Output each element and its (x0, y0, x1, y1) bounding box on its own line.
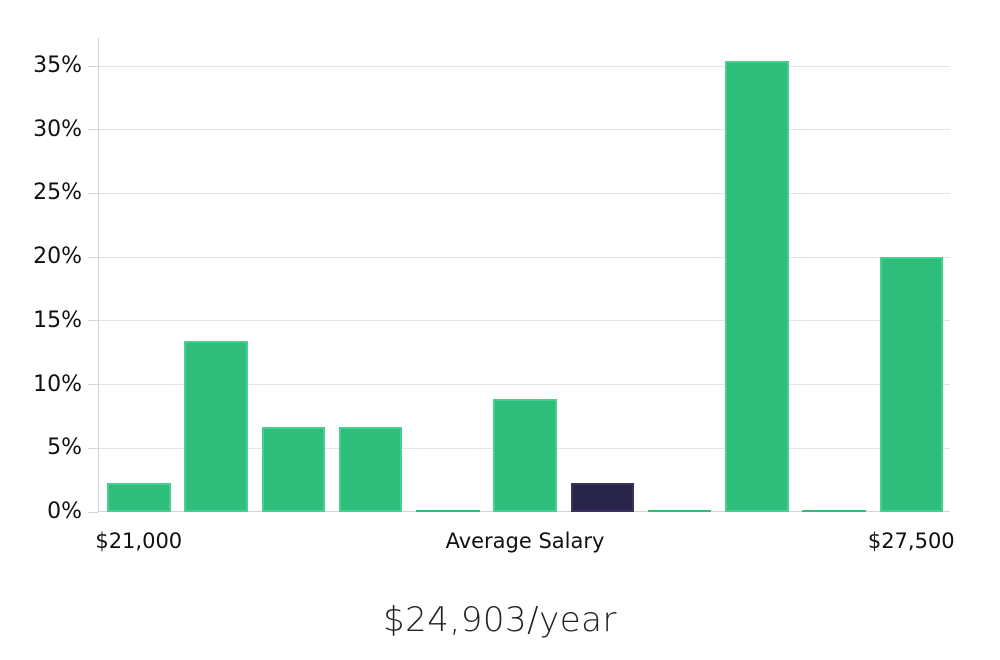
y-tick-mark (88, 256, 98, 258)
y-tick-mark (88, 447, 98, 449)
y-tick-mark (88, 384, 98, 386)
plot-area (98, 38, 950, 512)
y-axis-tick-label: 35% (33, 53, 82, 79)
y-tick-mark (88, 129, 98, 131)
y-tick-mark (88, 511, 98, 513)
y-tick-mark (88, 65, 98, 67)
gridline-25% (98, 192, 950, 194)
salary-bin-bar (879, 257, 943, 512)
salary-bin-bar (416, 510, 480, 512)
y-axis-tick-label: 15% (33, 307, 82, 333)
salary-bin-bar (107, 482, 171, 512)
gridline-10% (98, 384, 950, 386)
y-axis-tick-label: 0% (47, 499, 82, 524)
salary-bin-bar (338, 426, 403, 512)
salary-bin-bar (725, 60, 789, 512)
salary-bin-bar (493, 398, 557, 512)
gridline-15% (98, 320, 950, 322)
salary-bin-bar (647, 510, 712, 512)
salary-bin-bar (261, 426, 325, 512)
y-axis-tick-label: 25% (33, 180, 82, 206)
x-axis-tick-label: $21,000 (95, 529, 183, 553)
gridline-30% (98, 129, 950, 131)
x-axis-tick-label: Average Salary (445, 529, 605, 553)
y-tick-mark (88, 192, 98, 194)
salary-bin-bar (802, 510, 866, 512)
salary-bin-bar (184, 341, 248, 512)
gridline-20% (98, 256, 950, 258)
y-axis-tick-label: 30% (33, 116, 82, 142)
average-salary-title: $24,903/year (383, 600, 617, 640)
gridline-35% (98, 65, 950, 67)
y-axis-line (98, 38, 99, 512)
y-axis-tick-label: 10% (33, 371, 82, 397)
y-axis-tick-label: 5% (47, 435, 82, 461)
x-axis-tick-label: $27,500 (867, 529, 955, 553)
average-salary-bar (570, 482, 634, 512)
y-axis-tick-label: 20% (33, 244, 82, 270)
y-tick-mark (88, 320, 98, 322)
